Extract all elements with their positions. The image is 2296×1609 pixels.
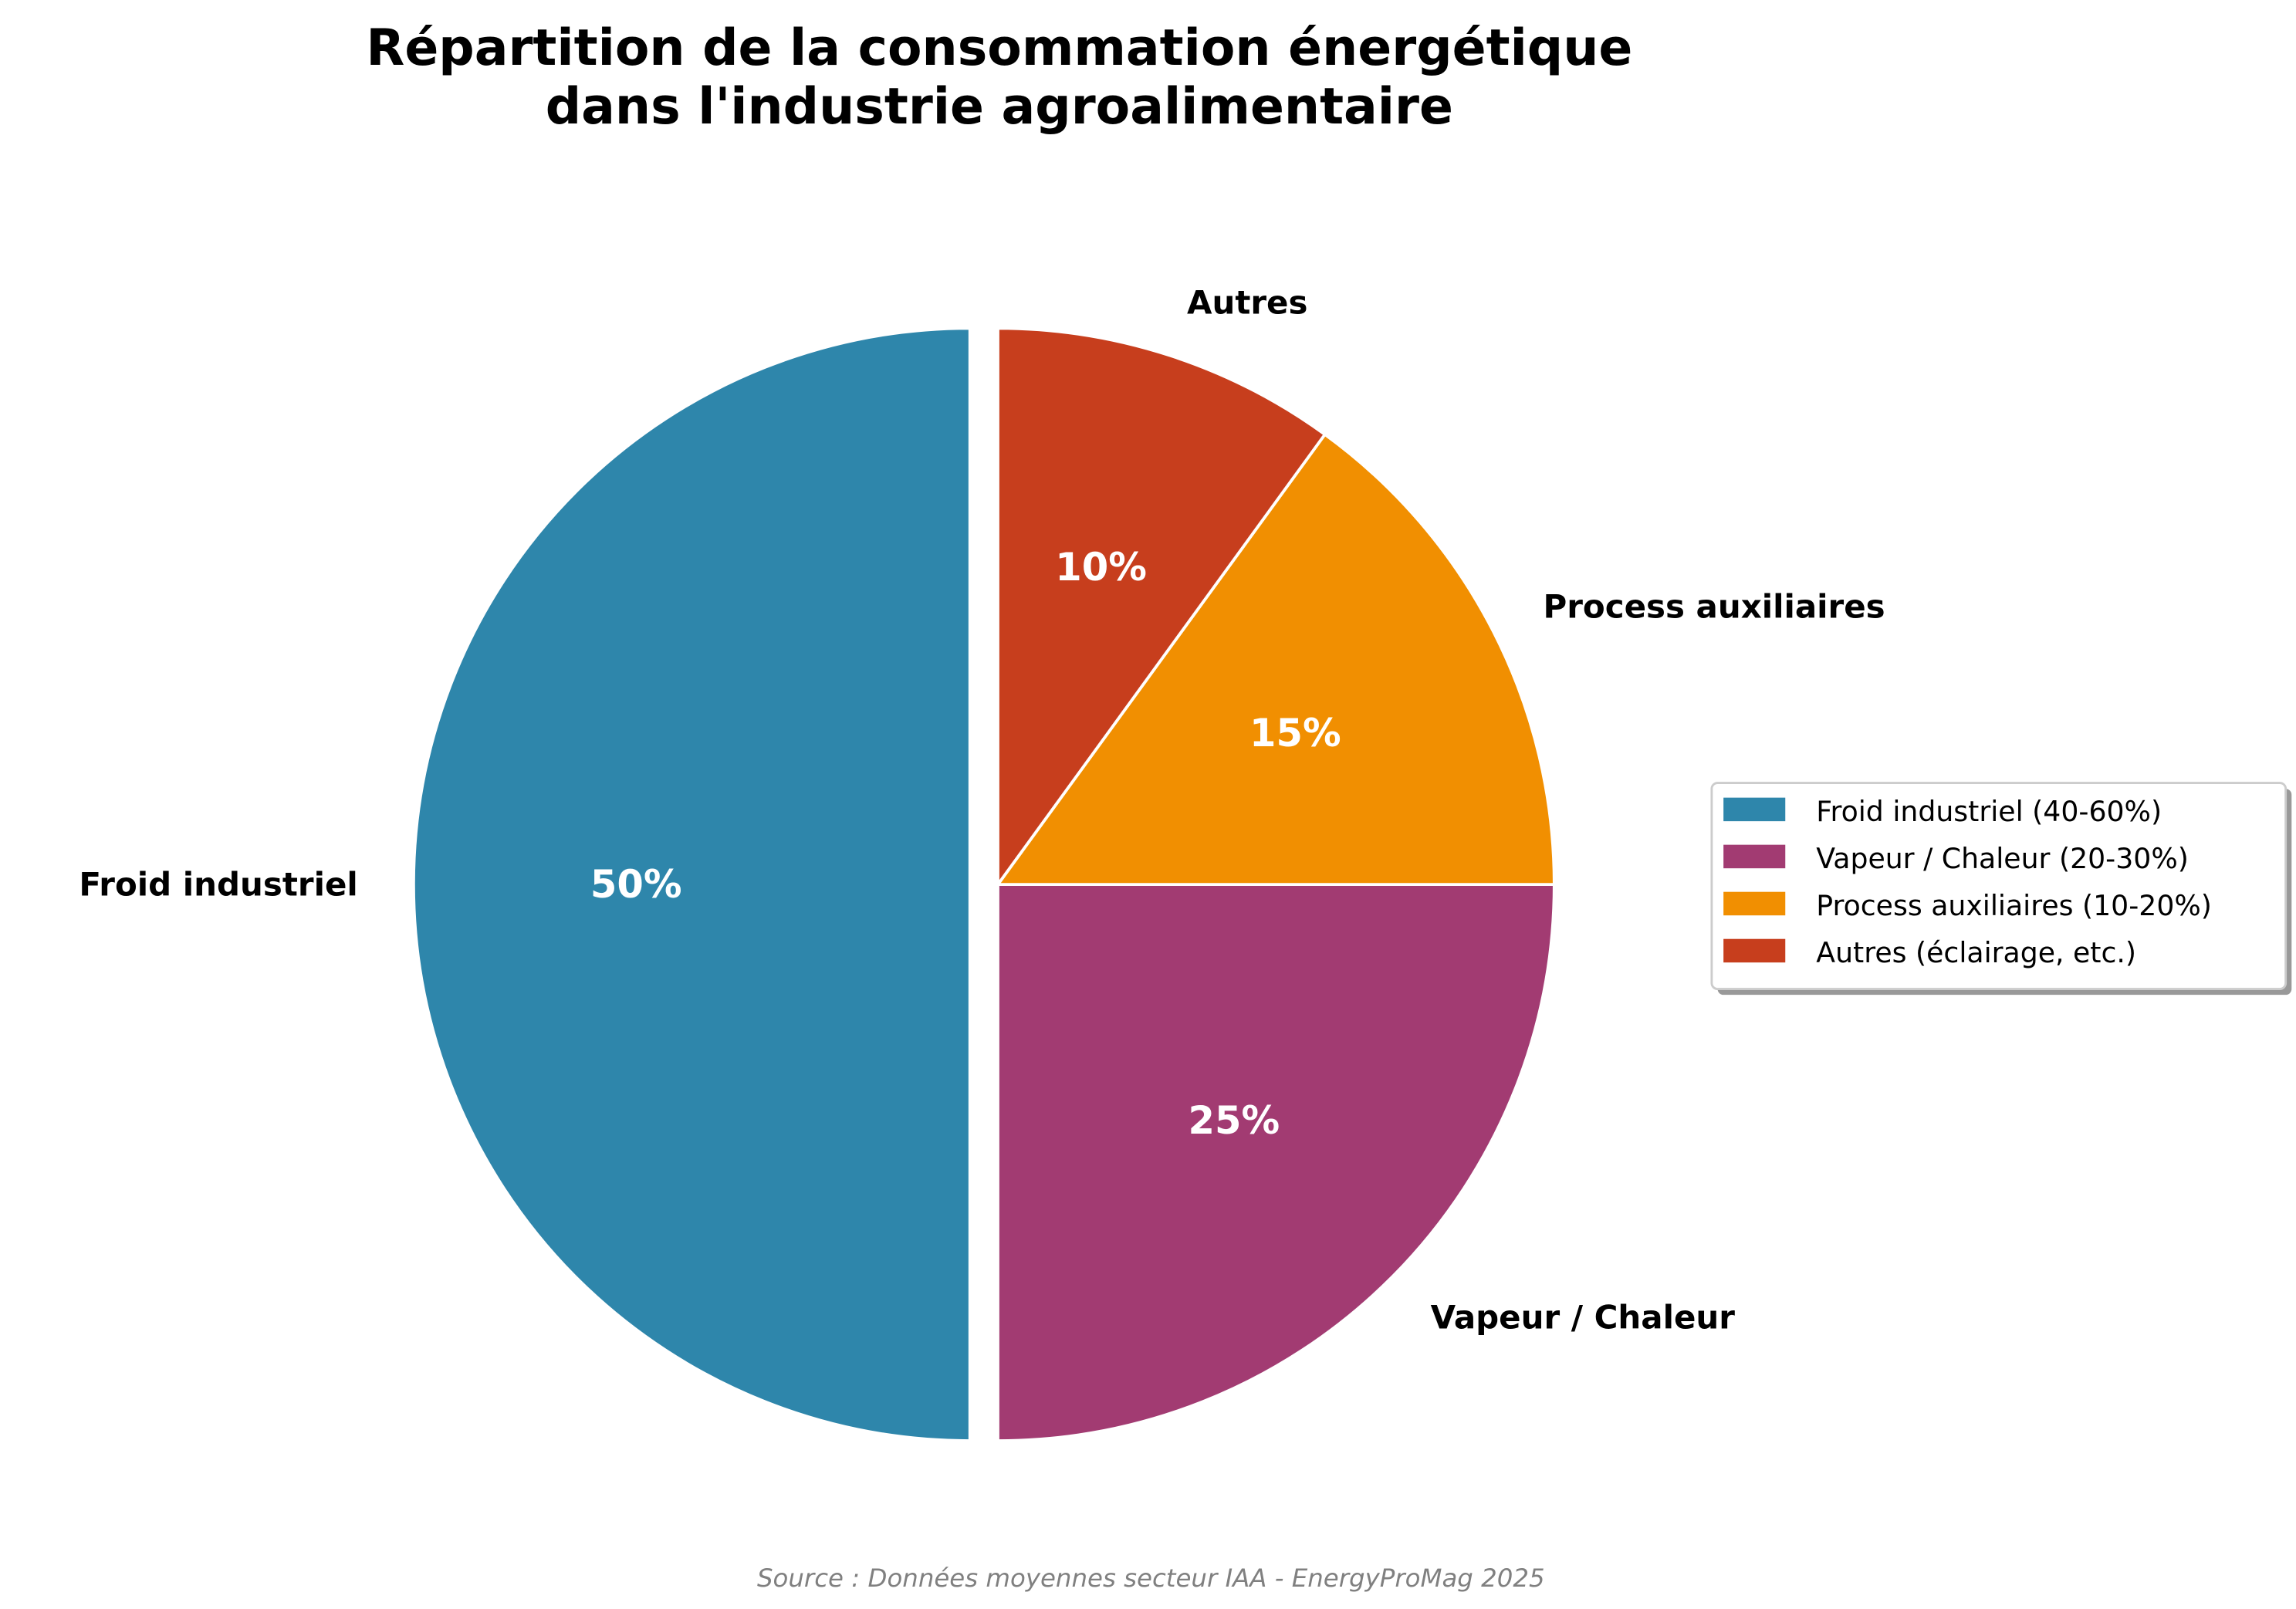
legend: Froid industriel (40-60%) Vapeur / Chale…	[1710, 782, 2292, 995]
category-label-froid-industriel: Froid industriel	[79, 866, 357, 904]
chart-title-line-1: Répartition de la consommation énergétiq…	[366, 19, 1632, 77]
pct-label-autres: 10%	[1055, 545, 1147, 590]
pie-slices	[411, 326, 1556, 1442]
category-label-process-auxiliaires: Process auxiliaires	[1544, 588, 1885, 626]
legend-swatch-froid-industriel	[1723, 797, 1786, 822]
legend-box	[1710, 782, 2288, 990]
legend-swatch-process-auxiliaires	[1723, 891, 1786, 916]
legend-entry-autres: Autres (éclairage, etc.)	[1816, 936, 2136, 969]
source-note: Source : Données moyennes secteur IAA - …	[757, 1563, 1545, 1593]
category-label-autres: Autres	[1187, 284, 1307, 322]
legend-entry-process: Process auxiliaires (10-20%)	[1816, 889, 2212, 922]
pie-labels: 50% Froid industriel 25% Vapeur / Chaleur 15…	[79, 284, 1885, 1337]
slice-autres	[996, 326, 1327, 890]
slice-process-auxiliaires	[995, 432, 1556, 887]
legend-swatch-vapeur-chaleur	[1723, 844, 1786, 869]
pct-label-vapeur-chaleur: 25%	[1188, 1098, 1280, 1143]
legend-entry-froid: Froid industriel (40-60%)	[1816, 795, 2162, 828]
slice-froid-industriel	[411, 326, 972, 1442]
legend-entry-vapeur: Vapeur / Chaleur (20-30%)	[1816, 842, 2189, 875]
legend-swatch-autres	[1723, 938, 1786, 963]
chart-title-line-2: dans l'industrie agroalimentaire	[546, 78, 1453, 136]
pct-label-process-auxiliaires: 15%	[1249, 711, 1341, 755]
category-label-vapeur-chaleur: Vapeur / Chaleur	[1431, 1298, 1736, 1336]
slice-vapeur-chaleur	[996, 883, 1556, 1442]
pct-label-froid-industriel: 50%	[590, 862, 682, 907]
